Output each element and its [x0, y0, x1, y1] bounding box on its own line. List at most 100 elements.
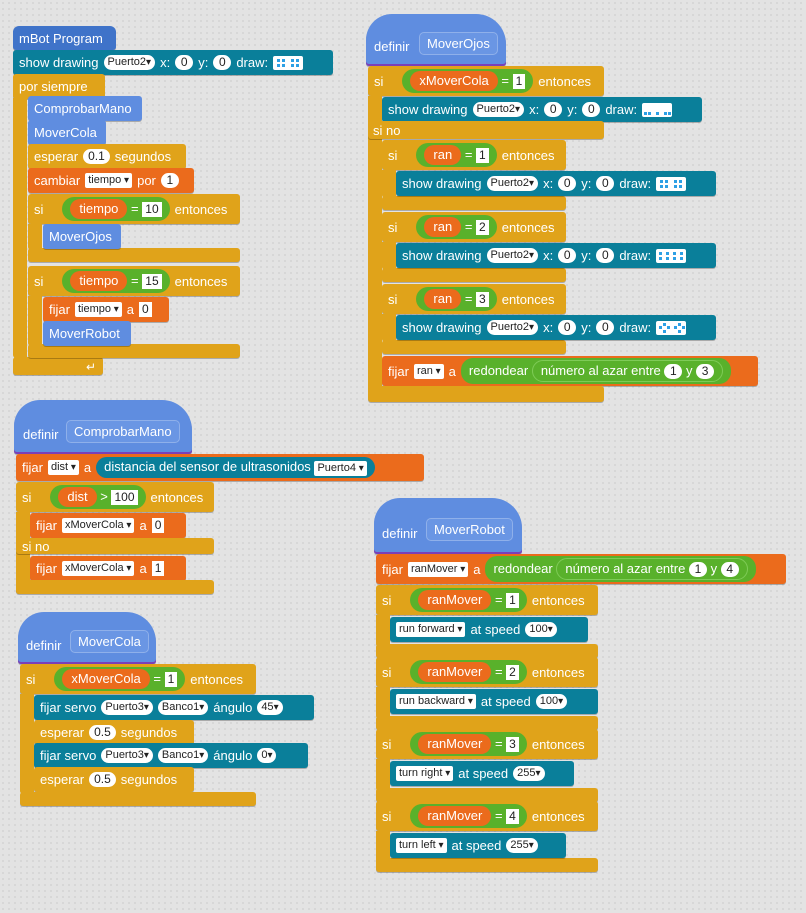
define-hat[interactable]: definir ComprobarMano — [14, 400, 192, 454]
bank-dropdown[interactable]: Banco1 — [157, 748, 209, 763]
random-reporter[interactable]: número al azar entre 1 y 3 — [531, 360, 724, 382]
angle-dropdown[interactable]: 45 — [257, 700, 283, 715]
define-hat[interactable]: definir MoverOjos — [366, 14, 506, 66]
led-matrix-icon[interactable] — [656, 176, 687, 191]
equals-condition[interactable]: ranMover = 4 — [410, 804, 527, 828]
x-input[interactable]: 0 — [558, 320, 577, 335]
var-reporter[interactable]: ran — [424, 217, 462, 237]
value-input[interactable]: 3 — [476, 292, 489, 307]
led-matrix-icon[interactable] — [656, 320, 687, 335]
if-block[interactable]: si tiempo = 10 entonces — [28, 194, 240, 224]
angle-dropdown[interactable]: 0 — [257, 748, 277, 763]
motor-block[interactable]: turn left at speed 255 — [390, 833, 566, 858]
direction-dropdown[interactable]: run forward — [396, 622, 466, 637]
var-dropdown[interactable]: dist — [47, 460, 79, 475]
y-input[interactable]: 0 — [596, 176, 615, 191]
round-reporter[interactable]: redondear número al azar entre 1 y 4 — [485, 556, 756, 582]
call-comprobarmano[interactable]: ComprobarMano — [28, 96, 142, 121]
set-var-block[interactable]: fijar ran a redondear número al azar ent… — [382, 356, 758, 386]
var-reporter[interactable]: xMoverCola — [62, 669, 150, 689]
ultrasonic-reporter[interactable]: distancia del sensor de ultrasonidos Pue… — [96, 457, 375, 478]
from-input[interactable]: 1 — [664, 364, 683, 379]
var-reporter[interactable]: ranMover — [418, 806, 492, 826]
equals-condition[interactable]: ranMover = 1 — [410, 588, 527, 612]
motor-block[interactable]: run backward at speed 100 — [390, 689, 598, 714]
var-reporter[interactable]: tiempo — [70, 199, 128, 219]
equals-condition[interactable]: ranMover = 2 — [410, 660, 527, 684]
equals-condition[interactable]: xMoverCola = 1 — [54, 667, 186, 691]
equals-condition[interactable]: tiempo = 10 — [62, 197, 170, 221]
var-reporter[interactable]: ran — [424, 289, 462, 309]
x-input[interactable]: 0 — [175, 55, 194, 70]
var-reporter[interactable]: tiempo — [70, 271, 128, 291]
value-input[interactable]: 1 — [476, 148, 489, 163]
set-var-block[interactable]: fijar tiempo a 0 — [43, 297, 169, 322]
round-reporter[interactable]: redondear número al azar entre 1 y 3 — [460, 358, 732, 384]
var-dropdown[interactable]: xMoverCola — [61, 561, 135, 576]
wait-input[interactable]: 0.5 — [89, 772, 116, 787]
var-dropdown[interactable]: xMoverCola — [61, 518, 135, 533]
define-hat[interactable]: definir MoverRobot — [374, 498, 522, 554]
if-else-block[interactable]: si xMoverCola = 1 entonces — [368, 66, 604, 96]
var-reporter[interactable]: xMoverCola — [410, 71, 498, 91]
port-dropdown[interactable]: Puerto3 — [101, 700, 153, 715]
var-dropdown[interactable]: tiempo — [74, 302, 122, 317]
change-input[interactable]: 1 — [160, 173, 179, 188]
y-input[interactable]: 0 — [213, 55, 232, 70]
value-input[interactable]: 2 — [506, 665, 519, 680]
motor-block[interactable]: run forward at speed 100 — [390, 617, 588, 642]
if-block[interactable]: si tiempo = 15 entonces — [28, 266, 240, 296]
y-input[interactable]: 0 — [596, 248, 615, 263]
x-input[interactable]: 0 — [558, 248, 577, 263]
led-matrix-icon[interactable] — [656, 248, 687, 263]
y-input[interactable]: 0 — [596, 320, 615, 335]
show-drawing-block[interactable]: show drawing Puerto2 x: 0 y: 0 draw: — [396, 315, 716, 340]
set-var-block[interactable]: fijar ranMover a redondear número al aza… — [376, 554, 786, 584]
var-reporter[interactable]: ranMover — [418, 734, 492, 754]
change-var-block[interactable]: cambiar tiempo por 1 — [28, 168, 194, 193]
value-input[interactable]: 2 — [476, 220, 489, 235]
port-dropdown[interactable]: Puerto2 — [486, 248, 539, 263]
show-drawing-block[interactable]: show drawing Puerto2 x: 0 y: 0 draw: — [396, 243, 716, 268]
set-var-block[interactable]: fijar xMoverCola a 1 — [30, 556, 186, 581]
port-dropdown[interactable]: Puerto2 — [486, 320, 539, 335]
servo-block[interactable]: fijar servo Puerto3 Banco1 ángulo 0 — [34, 743, 308, 768]
if-block[interactable]: si ranMover = 4 entonces — [376, 801, 598, 831]
value-input[interactable]: 1 — [506, 593, 519, 608]
value-input[interactable]: 4 — [506, 809, 519, 824]
random-reporter[interactable]: número al azar entre 1 y 4 — [556, 558, 748, 580]
mbot-program-hat[interactable]: mBot Program — [13, 26, 116, 50]
var-reporter[interactable]: ranMover — [418, 662, 492, 682]
value-input[interactable]: 15 — [142, 274, 162, 289]
if-block[interactable]: si ran = 3 entonces — [382, 284, 566, 314]
value-input[interactable]: 1 — [151, 561, 165, 576]
equals-condition[interactable]: ranMover = 3 — [410, 732, 527, 756]
value-input[interactable]: 1 — [164, 672, 178, 687]
value-input[interactable]: 1 — [512, 74, 526, 89]
led-matrix-icon[interactable] — [273, 55, 304, 70]
port-dropdown[interactable]: Puerto4 — [314, 461, 367, 476]
show-drawing-block[interactable]: show drawing Puerto2 x: 0 y: 0 draw: — [13, 50, 333, 75]
x-input[interactable]: 0 — [558, 176, 577, 191]
y-input[interactable]: 0 — [582, 102, 601, 117]
wait-block[interactable]: esperar 0.5 segundos — [34, 767, 194, 792]
gt-condition[interactable]: dist > 100 — [50, 485, 146, 509]
value-input[interactable]: 0 — [151, 518, 165, 533]
define-hat[interactable]: definir MoverCola — [18, 612, 156, 664]
var-reporter[interactable]: ran — [424, 145, 462, 165]
wait-block[interactable]: esperar 0.1 segundos — [28, 144, 186, 169]
value-input[interactable]: 10 — [142, 202, 162, 217]
servo-block[interactable]: fijar servo Puerto3 Banco1 ángulo 45 — [34, 695, 314, 720]
port-dropdown[interactable]: Puerto2 — [103, 55, 156, 70]
direction-dropdown[interactable]: turn left — [396, 838, 447, 853]
set-var-block[interactable]: fijar dist a distancia del sensor de ult… — [16, 454, 424, 481]
call-moverojos[interactable]: MoverOjos — [43, 224, 121, 249]
var-reporter[interactable]: ranMover — [418, 590, 492, 610]
var-reporter[interactable]: dist — [58, 487, 97, 507]
var-dropdown[interactable]: ran — [413, 363, 444, 379]
value-input[interactable]: 100 — [111, 490, 138, 505]
value-input[interactable]: 0 — [139, 302, 152, 317]
show-drawing-block[interactable]: show drawing Puerto2 x: 0 y: 0 draw: — [396, 171, 716, 196]
port-dropdown[interactable]: Puerto2 — [486, 176, 539, 191]
if-block[interactable]: si ranMover = 1 entonces — [376, 585, 598, 615]
